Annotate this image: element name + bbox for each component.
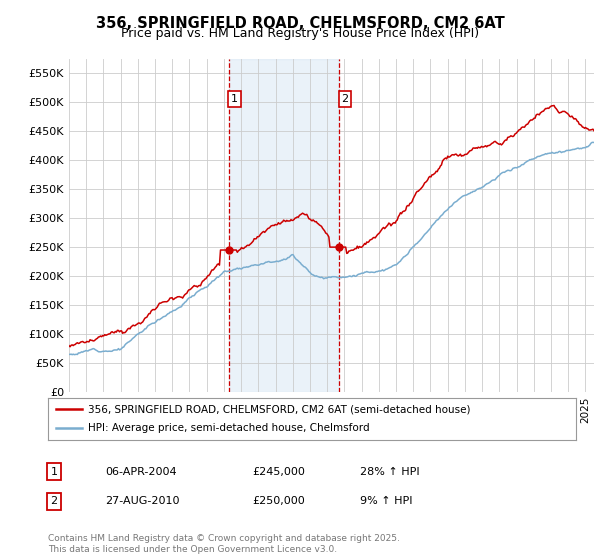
Text: 1: 1 [50,466,58,477]
Text: 06-APR-2004: 06-APR-2004 [105,466,176,477]
Text: Contains HM Land Registry data © Crown copyright and database right 2025.
This d: Contains HM Land Registry data © Crown c… [48,534,400,554]
Text: £250,000: £250,000 [252,496,305,506]
Text: 27-AUG-2010: 27-AUG-2010 [105,496,179,506]
Text: 28% ↑ HPI: 28% ↑ HPI [360,466,419,477]
Text: 2: 2 [341,94,349,104]
Text: 356, SPRINGFIELD ROAD, CHELMSFORD, CM2 6AT (semi-detached house): 356, SPRINGFIELD ROAD, CHELMSFORD, CM2 6… [88,404,470,414]
Text: 2: 2 [50,496,58,506]
Text: 9% ↑ HPI: 9% ↑ HPI [360,496,413,506]
Bar [229,59,339,392]
Text: Price paid vs. HM Land Registry's House Price Index (HPI): Price paid vs. HM Land Registry's House … [121,27,479,40]
Text: £245,000: £245,000 [252,466,305,477]
Text: 356, SPRINGFIELD ROAD, CHELMSFORD, CM2 6AT: 356, SPRINGFIELD ROAD, CHELMSFORD, CM2 6… [95,16,505,31]
Text: HPI: Average price, semi-detached house, Chelmsford: HPI: Average price, semi-detached house,… [88,423,369,433]
Text: 1: 1 [231,94,238,104]
